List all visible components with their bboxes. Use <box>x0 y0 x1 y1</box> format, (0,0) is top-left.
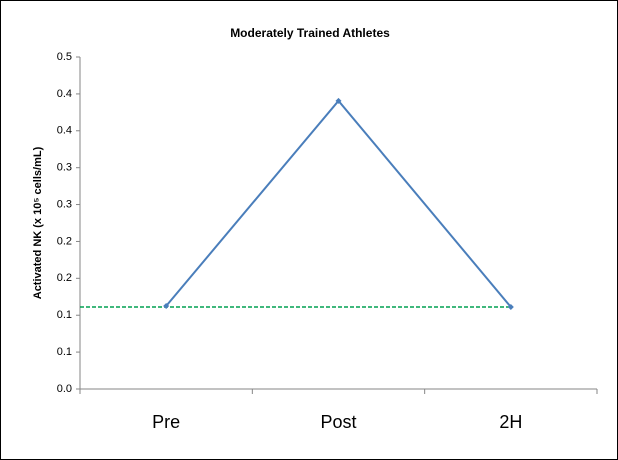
y-tick-label: 0.2 <box>57 235 72 247</box>
y-tick-label: 0.5 <box>57 51 72 63</box>
x-tick-label: Pre <box>152 412 180 432</box>
x-tick-label: 2H <box>499 412 522 432</box>
y-tick-label: 0.0 <box>57 383 72 395</box>
y-tick-label: 0.2 <box>57 272 72 284</box>
y-tick-label: 0.3 <box>57 198 72 210</box>
y-axis-label: Activated NK (x 10⁵ cells/mL) <box>32 146 44 299</box>
data-point <box>335 97 342 104</box>
y-tick-label: 0.4 <box>57 125 72 137</box>
data-point <box>163 303 170 309</box>
y-tick-label: 0.1 <box>57 346 72 358</box>
chart-title: Moderately Trained Athletes <box>230 26 390 40</box>
x-tick-label: Post <box>320 412 356 432</box>
data-point <box>507 303 514 310</box>
y-tick-label: 0.4 <box>57 88 72 100</box>
y-tick-label: 0.3 <box>57 162 72 174</box>
y-tick-label: 0.1 <box>57 309 72 321</box>
